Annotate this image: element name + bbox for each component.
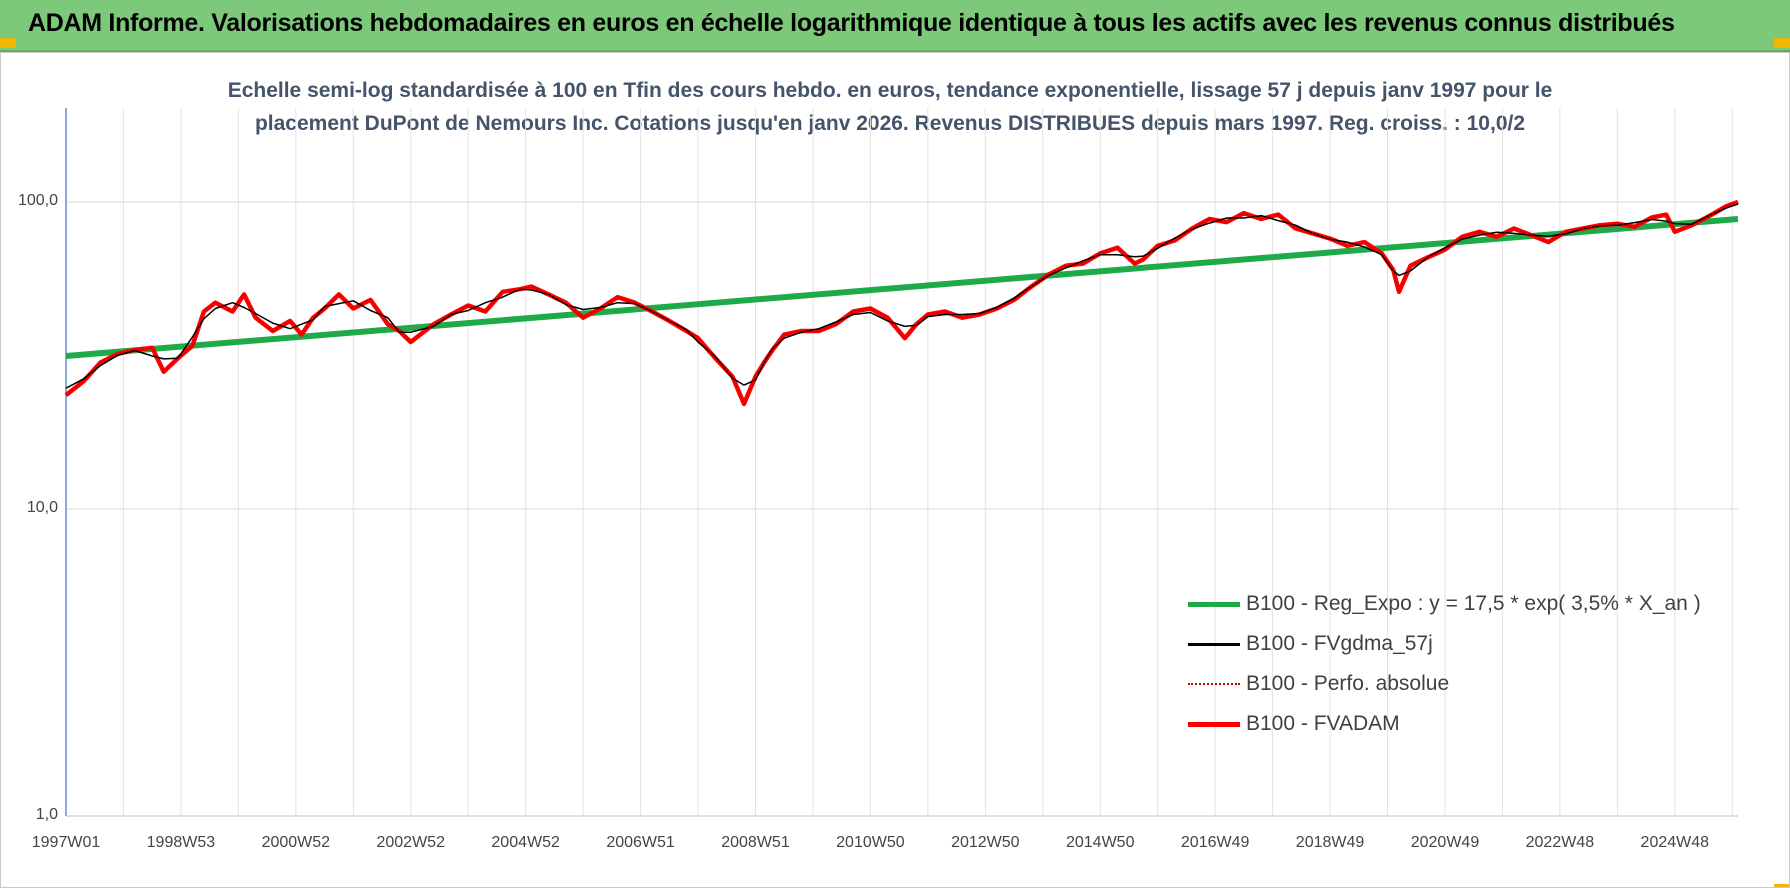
legend-item-fvadam: B100 - FVADAM (1188, 704, 1701, 744)
report-title: ADAM Informe. Valorisations hebdomadaire… (28, 9, 1675, 37)
x-tick-label: 2000W52 (261, 834, 331, 851)
chart-title-line-2: placement DuPont de Nemours Inc. Cotatio… (254, 112, 1526, 135)
trend-line (65, 216, 1739, 360)
y-tick-label: 100,0 (17, 192, 58, 209)
y-tick-label: 1,0 (35, 806, 58, 823)
legend-item-smoothed: B100 - FVgdma_57j (1188, 624, 1701, 664)
report-banner: ADAM Informe. Valorisations hebdomadaire… (0, 0, 1790, 52)
x-tick-label: 1998W53 (146, 834, 216, 851)
perf-series-line (65, 201, 1739, 406)
y-tick-label: 10,0 (26, 499, 58, 516)
legend-swatch-fvadam (1188, 721, 1240, 727)
x-tick-label: 2024W48 (1640, 834, 1710, 851)
x-tick-label: 2012W50 (951, 834, 1020, 851)
x-tick-label: 2008W51 (721, 834, 790, 851)
chart-title-line-1: Echelle semi-log standardisée à 100 en T… (227, 79, 1553, 102)
corner-mark-top-left (0, 38, 16, 48)
chart-title: Echelle semi-log standardisée à 100 en T… (190, 74, 1590, 140)
legend-swatch-smoothed (1188, 642, 1240, 646)
legend-label-perf: B100 - Perfo. absolue (1246, 672, 1450, 695)
chart-legend: B100 - Reg_Expo : y = 17,5 * exp( 3,5% *… (1188, 584, 1701, 744)
legend-item-perf: B100 - Perfo. absolue (1188, 664, 1701, 704)
fvadam-series-line (64, 199, 1739, 407)
x-tick-label: 2010W50 (836, 834, 905, 851)
x-tick-label: 2016W49 (1180, 834, 1250, 851)
x-tick-label: 2022W48 (1525, 834, 1595, 851)
x-tick-label: 2020W49 (1410, 834, 1480, 851)
legend-swatch-trend (1188, 601, 1240, 607)
x-tick-label: 2002W52 (376, 834, 445, 851)
legend-label-fvadam: B100 - FVADAM (1246, 712, 1400, 735)
x-tick-label: 2006W51 (606, 834, 675, 851)
legend-item-trend: B100 - Reg_Expo : y = 17,5 * exp( 3,5% *… (1188, 584, 1701, 624)
smoothed-series-line (65, 203, 1739, 389)
x-tick-label: 2018W49 (1295, 834, 1365, 851)
corner-mark-bottom-right (1774, 884, 1790, 888)
legend-label-trend: B100 - Reg_Expo : y = 17,5 * exp( 3,5% *… (1246, 592, 1701, 615)
x-tick-label: 2014W50 (1065, 834, 1135, 851)
legend-swatch-perf (1188, 683, 1240, 685)
corner-mark-top-right (1774, 38, 1790, 48)
x-tick-label: 2004W52 (491, 834, 560, 851)
legend-label-smoothed: B100 - FVgdma_57j (1246, 632, 1433, 655)
x-tick-label: 1997W01 (31, 834, 101, 851)
